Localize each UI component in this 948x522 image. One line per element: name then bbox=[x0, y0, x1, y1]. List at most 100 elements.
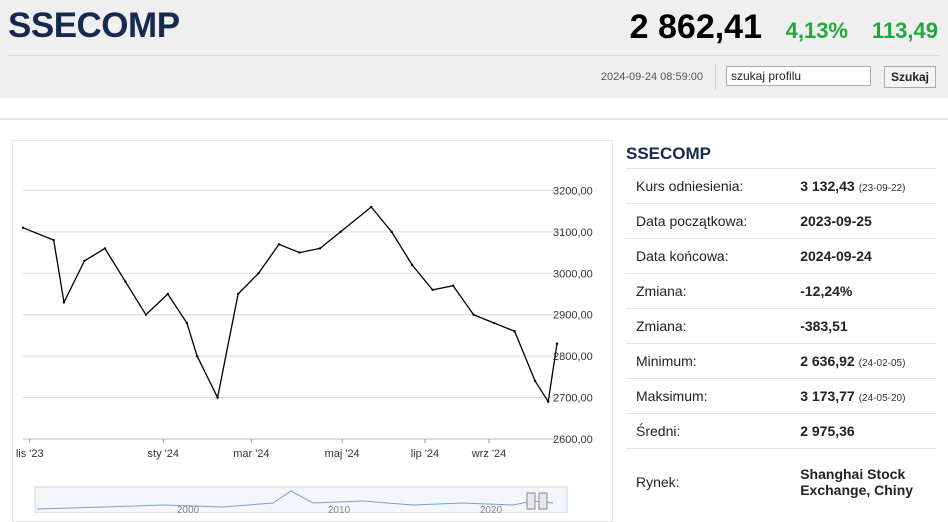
info-label: Rynek: bbox=[626, 448, 801, 515]
info-value-text: 2023-09-25 bbox=[800, 213, 872, 229]
data-point bbox=[21, 226, 25, 229]
y-tick-label: 2800,00 bbox=[553, 351, 593, 363]
data-point bbox=[318, 247, 322, 250]
info-value-text: 2024-09-24 bbox=[800, 248, 872, 264]
info-row: Minimum: 2 636,92 (24-02-05) bbox=[626, 343, 936, 379]
info-value-text: 2 636,92 bbox=[800, 353, 855, 369]
info-row: Kurs odniesienia: 3 132,43 (23-09-22) bbox=[626, 168, 936, 204]
data-point bbox=[52, 238, 55, 242]
info-value-text: -383,51 bbox=[800, 318, 848, 334]
data-point bbox=[369, 205, 373, 209]
search-button[interactable]: Szukaj bbox=[884, 66, 936, 88]
info-label: Minimum: bbox=[626, 343, 801, 379]
y-tick-label: 2700,00 bbox=[553, 393, 593, 405]
info-value: 3 173,77 (24-05-20) bbox=[800, 378, 936, 414]
change-absolute: 113,49 bbox=[871, 18, 938, 43]
y-tick-label: 3100,00 bbox=[553, 227, 593, 239]
price-chart[interactable]: 3200,00 3100,00 3000,00 2900,00 2800,00 2700,… bbox=[13, 141, 612, 513]
info-label: Zmiana: bbox=[626, 273, 801, 309]
info-value: 3 132,43 (23-09-22) bbox=[800, 168, 936, 204]
info-value: 2024-09-24 bbox=[800, 238, 936, 274]
info-label: Zmiana: bbox=[626, 308, 801, 344]
info-row: Maksimum: 3 173,77 (24-05-20) bbox=[626, 378, 936, 414]
info-row: Średni: 2 975,36 bbox=[626, 413, 936, 449]
info-value: 2 975,36 bbox=[800, 413, 936, 449]
data-point bbox=[144, 313, 148, 316]
data-point bbox=[277, 243, 281, 246]
page-title: SSECOMP bbox=[8, 6, 180, 45]
info-value: -383,51 bbox=[800, 308, 936, 344]
chart-panel: 3200,00 3100,00 3000,00 2900,00 2800,00 2700,… bbox=[12, 140, 613, 522]
navigator-label: 2010 bbox=[328, 505, 351, 513]
data-point bbox=[472, 313, 475, 316]
data-point bbox=[83, 259, 86, 263]
header-divider bbox=[8, 55, 940, 56]
x-tick-label: maj '24 bbox=[325, 448, 360, 460]
info-panel: SSECOMP Kurs odniesienia: 3 132,43 (23-09-… bbox=[626, 140, 948, 515]
data-point bbox=[339, 230, 342, 234]
quote-timestamp: 2024-09-24 08:59:00 bbox=[600, 71, 703, 83]
info-value: 2023-09-25 bbox=[800, 203, 936, 239]
data-point bbox=[547, 400, 550, 403]
info-row: Zmiana: -383,51 bbox=[626, 308, 936, 344]
info-date: (23-09-22) bbox=[858, 183, 906, 194]
data-point bbox=[124, 280, 127, 283]
info-label: Maksimum: bbox=[626, 378, 801, 414]
info-value-text: Shanghai Stock Exchange, Chiny bbox=[800, 466, 914, 498]
info-row: Data końcowa: 2024-09-24 bbox=[626, 238, 936, 274]
data-point bbox=[166, 292, 170, 296]
data-point bbox=[62, 301, 66, 304]
search-input[interactable] bbox=[726, 66, 871, 86]
navigator-label: 2000 bbox=[177, 505, 200, 513]
navigator-handle-right bbox=[538, 492, 548, 510]
y-tick-label: 2900,00 bbox=[553, 310, 593, 322]
x-tick-label: sty '24 bbox=[148, 448, 179, 460]
info-value: Shanghai Stock Exchange, Chiny bbox=[800, 448, 936, 515]
data-point bbox=[298, 251, 301, 254]
x-tick-label: lip '24 bbox=[411, 448, 439, 460]
info-label: Data końcowa: bbox=[626, 238, 801, 274]
x-tick-label: wrz '24 bbox=[471, 448, 507, 460]
data-point bbox=[492, 321, 496, 325]
data-point bbox=[216, 396, 219, 399]
y-tick-label: 2600,00 bbox=[553, 434, 593, 446]
header-bar: SSECOMP 2 862,41 4,13% 113,49 2024-09-24… bbox=[0, 0, 948, 98]
change-percent: 4,13% bbox=[785, 18, 848, 43]
info-value: -12,24% bbox=[800, 273, 936, 309]
data-point bbox=[513, 330, 516, 333]
info-label: Kurs odniesienia: bbox=[626, 168, 801, 204]
info-row: Data początkowa: 2023-09-25 bbox=[626, 203, 936, 239]
data-point bbox=[257, 272, 260, 275]
data-point bbox=[390, 230, 393, 234]
navigator-handle-left bbox=[526, 492, 536, 510]
info-row: Rynek: Shanghai Stock Exchange, Chiny bbox=[626, 448, 936, 515]
y-tick-label: 3200,00 bbox=[553, 185, 593, 197]
info-value-text: -12,24% bbox=[800, 283, 853, 299]
info-title: SSECOMP bbox=[626, 144, 712, 163]
data-point bbox=[236, 292, 240, 296]
info-date: (24-02-05) bbox=[858, 358, 906, 369]
data-point bbox=[185, 321, 189, 325]
navigator-label: 2020 bbox=[480, 505, 503, 513]
info-table: Kurs odniesienia: 3 132,43 (23-09-22) Data … bbox=[626, 168, 936, 515]
info-label: Średni: bbox=[626, 413, 801, 449]
current-price: 2 862,41 bbox=[629, 8, 762, 46]
data-point bbox=[431, 288, 434, 292]
data-point bbox=[451, 284, 455, 287]
info-value-text: 2 975,36 bbox=[800, 423, 855, 439]
header-separator bbox=[715, 64, 716, 90]
data-point bbox=[103, 247, 107, 250]
data-point bbox=[410, 263, 414, 267]
data-point bbox=[195, 354, 199, 358]
info-row: Zmiana: -12,24% bbox=[626, 273, 936, 309]
y-tick-label: 3000,00 bbox=[553, 268, 593, 280]
info-label: Data początkowa: bbox=[626, 203, 801, 239]
info-date: (24-05-20) bbox=[858, 393, 906, 404]
x-tick-label: lis '23 bbox=[16, 448, 44, 460]
price-series-line bbox=[22, 206, 558, 404]
data-point bbox=[533, 379, 537, 383]
data-point bbox=[555, 342, 559, 345]
info-value-text: 3 132,43 bbox=[800, 178, 855, 194]
navigator bbox=[34, 486, 568, 513]
info-value-text: 3 173,77 bbox=[800, 388, 855, 404]
